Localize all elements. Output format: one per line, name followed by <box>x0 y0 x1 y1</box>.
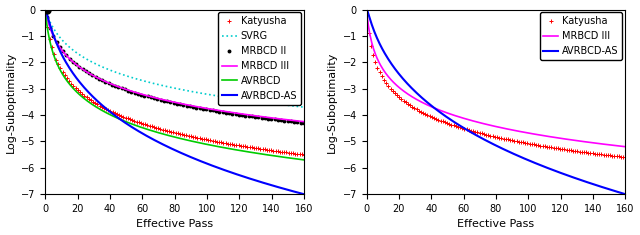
Y-axis label: Log-Suboptimality: Log-Suboptimality <box>6 51 15 153</box>
Katyusha <box>567 149 575 152</box>
SVRG <box>42 11 50 14</box>
AVRBCD-AS <box>195 159 203 162</box>
AVRBCD-AS <box>259 181 267 184</box>
MRBCD III <box>200 106 207 109</box>
MRBCD II <box>209 109 216 112</box>
Legend: Katyusha, MRBCD III, AVRBCD-AS: Katyusha, MRBCD III, AVRBCD-AS <box>540 12 622 60</box>
MRBCD II <box>199 107 207 110</box>
AVRBCD-AS <box>42 10 50 13</box>
AVRBCD <box>195 141 202 144</box>
Katyusha <box>612 155 620 158</box>
Line: Katyusha: Katyusha <box>43 8 306 157</box>
Katyusha <box>621 156 629 159</box>
AVRBCD-AS <box>597 185 605 188</box>
MRBCD II <box>271 118 278 121</box>
MRBCD II <box>43 16 51 18</box>
AVRBCD-AS <box>300 193 308 196</box>
MRBCD III <box>516 130 524 133</box>
AVRBCD-AS <box>363 8 371 11</box>
MRBCD III <box>521 131 529 134</box>
MRBCD II <box>196 107 204 110</box>
AVRBCD-AS <box>621 193 629 196</box>
AVRBCD <box>42 8 49 11</box>
Katyusha <box>185 134 193 137</box>
AVRBCD <box>42 17 50 20</box>
SVRG <box>200 92 207 95</box>
AVRBCD <box>195 141 203 144</box>
MRBCD III <box>259 115 267 118</box>
Katyusha <box>541 145 548 148</box>
Katyusha <box>432 118 440 120</box>
AVRBCD-AS <box>580 180 588 183</box>
Y-axis label: Log-Suboptimality: Log-Suboptimality <box>327 51 337 153</box>
Katyusha <box>363 8 371 11</box>
SVRG <box>42 8 49 11</box>
AVRBCD-AS <box>516 155 524 158</box>
MRBCD III <box>276 118 284 120</box>
Legend: Katyusha, SVRG, MRBCD II, MRBCD III, AVRBCD, AVRBCD-AS: Katyusha, SVRG, MRBCD II, MRBCD III, AVR… <box>218 12 301 105</box>
MRBCD II <box>157 98 164 101</box>
Line: AVRBCD-AS: AVRBCD-AS <box>45 10 304 194</box>
AVRBCD-AS <box>276 186 284 189</box>
AVRBCD-AS <box>521 157 529 160</box>
Line: AVRBCD: AVRBCD <box>45 10 304 160</box>
X-axis label: Effective Pass: Effective Pass <box>136 219 213 229</box>
AVRBCD-AS <box>516 156 524 158</box>
MRBCD II <box>219 111 227 114</box>
MRBCD III <box>621 145 629 148</box>
MRBCD II <box>300 121 308 124</box>
SVRG <box>195 91 202 94</box>
MRBCD III <box>300 120 308 123</box>
Line: MRBCD II: MRBCD II <box>45 16 305 124</box>
Katyusha <box>246 146 253 149</box>
MRBCD III <box>42 8 49 11</box>
Katyusha <box>42 8 49 11</box>
Katyusha <box>220 141 227 144</box>
MRBCD III <box>195 106 203 109</box>
SVRG <box>300 106 308 109</box>
MRBCD III <box>364 17 371 20</box>
MRBCD III <box>597 142 605 145</box>
AVRBCD <box>300 158 308 161</box>
AVRBCD-AS <box>364 10 371 12</box>
MRBCD III <box>580 140 588 143</box>
SVRG <box>259 101 267 104</box>
Line: Katyusha: Katyusha <box>365 8 627 159</box>
Katyusha <box>96 104 104 107</box>
Line: AVRBCD-AS: AVRBCD-AS <box>367 10 625 194</box>
Katyusha <box>291 152 299 155</box>
Line: MRBCD III: MRBCD III <box>367 10 625 147</box>
Katyusha <box>300 153 308 156</box>
Katyusha <box>417 110 425 113</box>
MRBCD III <box>516 130 524 133</box>
AVRBCD <box>200 142 207 145</box>
Katyusha <box>111 112 118 114</box>
AVRBCD <box>276 155 284 158</box>
AVRBCD-AS <box>200 161 207 164</box>
Line: MRBCD III: MRBCD III <box>45 10 304 122</box>
AVRBCD-AS <box>195 159 202 162</box>
X-axis label: Effective Pass: Effective Pass <box>458 219 534 229</box>
MRBCD III <box>363 8 371 11</box>
SVRG <box>195 91 203 94</box>
MRBCD III <box>42 12 50 15</box>
AVRBCD-AS <box>42 8 49 11</box>
Katyusha <box>506 138 514 141</box>
AVRBCD <box>259 153 267 156</box>
Line: SVRG: SVRG <box>45 10 304 107</box>
SVRG <box>276 103 284 106</box>
MRBCD III <box>195 106 202 108</box>
